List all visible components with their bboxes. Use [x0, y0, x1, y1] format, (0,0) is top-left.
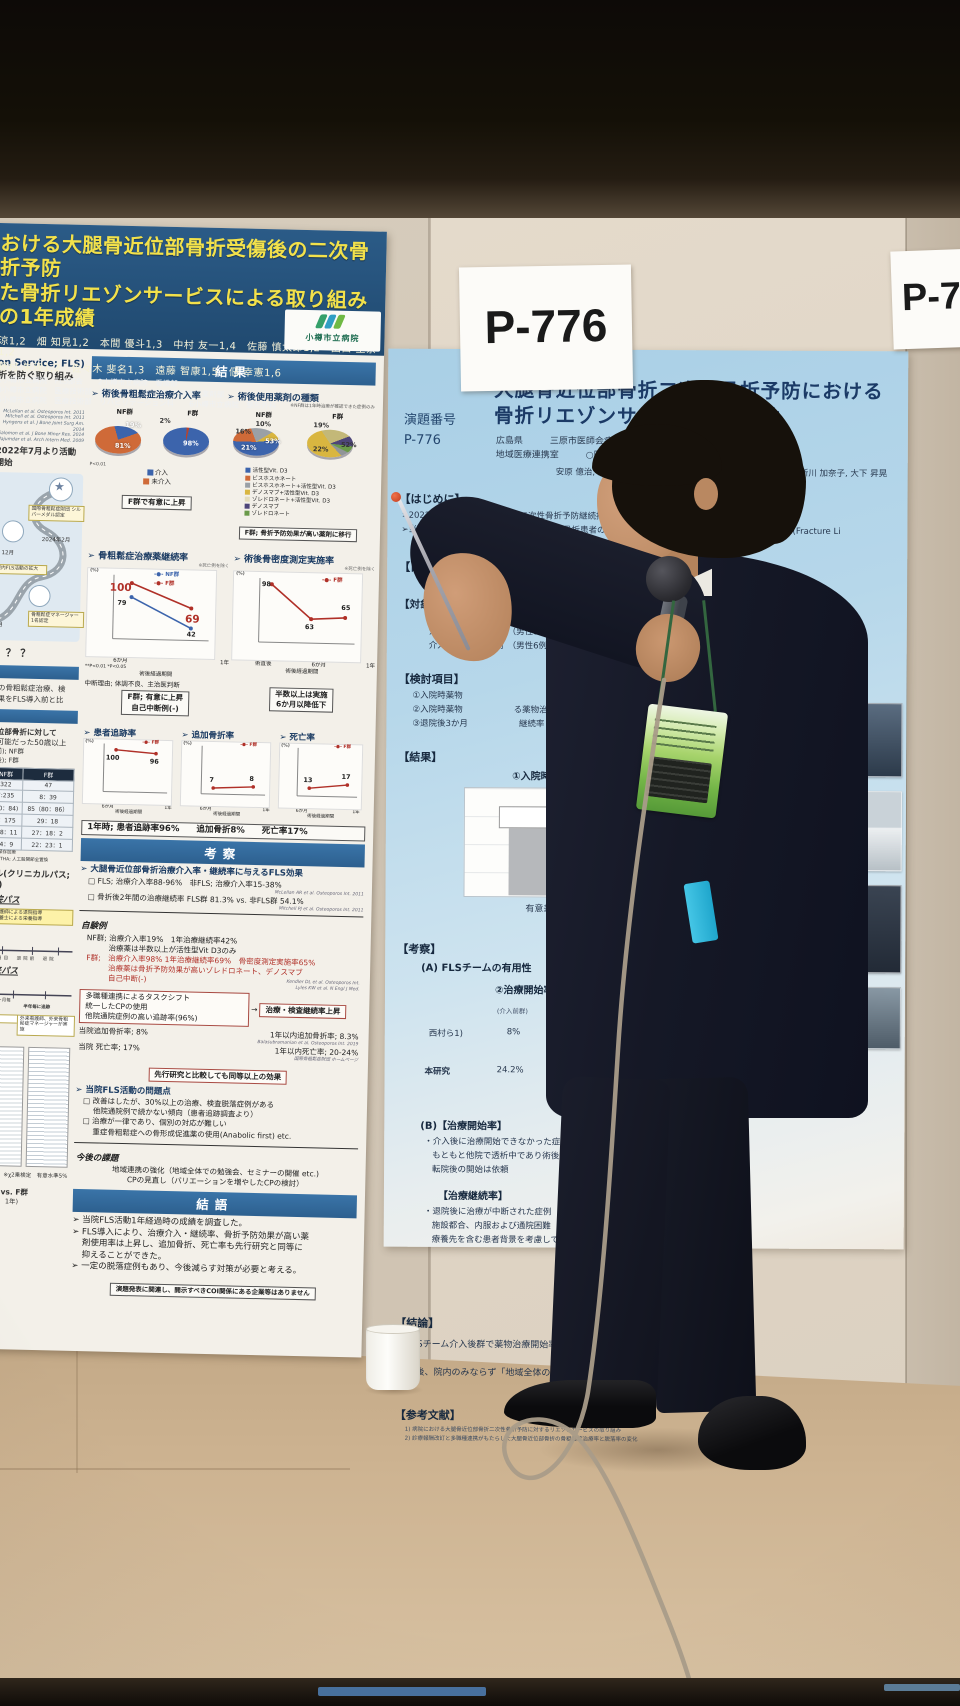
left-poster-sidebar: on Service; FLS) 折を防ぐ取り組み McLellan et al… — [0, 346, 88, 1294]
mini-chart-refracture: (%) -●- F群 7 8 — [179, 739, 272, 808]
bottom-blue-segment — [884, 1684, 960, 1691]
followup-chart-block: ➢ 患者追跡率 (%) -●- F群 100 96 — [81, 722, 178, 817]
presenter-ear — [694, 478, 718, 510]
refracture-chart-block: ➢ 追加骨折率 (%) -●- F群 7 8 — [179, 724, 276, 819]
outpatient-path-diagram: 以後6ヶ月毎 半年毎に追跡 (TUG) 外来看護師、外来骨粗鬆症マネージャーが実… — [0, 977, 76, 1043]
inpatient-path-diagram: 看護師による退院指導 栄養士による栄養指導 7日目 退院前 退院 — [0, 906, 74, 968]
fls-roadmap-graphic: ★ 国際骨粗鬆症財団 シルバーメダル認定 2024年2月 12月 院内FLS活動… — [0, 472, 85, 643]
microphone-head — [646, 556, 692, 602]
mini-chart-mortality: (%) -●- F群 13 17 — [277, 742, 364, 811]
floor-seam — [76, 1345, 78, 1473]
left-poster-main-column: 結果 ➢ 術後骨粗鬆症治療介入率 NF群 19% 81% — [67, 349, 384, 1301]
presenter-hair-fringe — [592, 424, 722, 486]
bmd-chart-block: ➢ 術後骨密度測定実施率 ※死亡例を除く (%) -●- F群 98 — [230, 548, 376, 721]
mini-chart-followup: (%) -●- F群 100 96 — [81, 737, 174, 806]
presenter-shoe-back — [698, 1396, 806, 1470]
bottom-blue-segment — [318, 1687, 486, 1696]
mortality-chart-block: ➢ 死亡率 (%) -●- F群 13 17 — [277, 726, 366, 821]
floor — [0, 1338, 960, 1706]
line-chart-bmd: (%) -●- F群 98 63 65 — [231, 570, 364, 664]
wall-right — [906, 218, 960, 1408]
left-poster: おける大腿骨近位部骨折受傷後の二次骨折予防 た骨折リエゾンサービスによる取り組み… — [0, 222, 387, 1358]
wall-corner-line-right — [905, 218, 907, 1408]
continuation-chart-block: ➢ 骨粗鬆症治療薬継続率 ※死亡例を除く (%) — [84, 544, 230, 717]
paper-cup — [366, 1324, 420, 1390]
line-chart-continuation: (%) -●- NF群 -●- F群 100 69 79 42 — [85, 566, 218, 660]
floor-seam — [0, 1468, 350, 1470]
pointer-tip — [391, 492, 401, 502]
ceiling — [0, 0, 960, 218]
